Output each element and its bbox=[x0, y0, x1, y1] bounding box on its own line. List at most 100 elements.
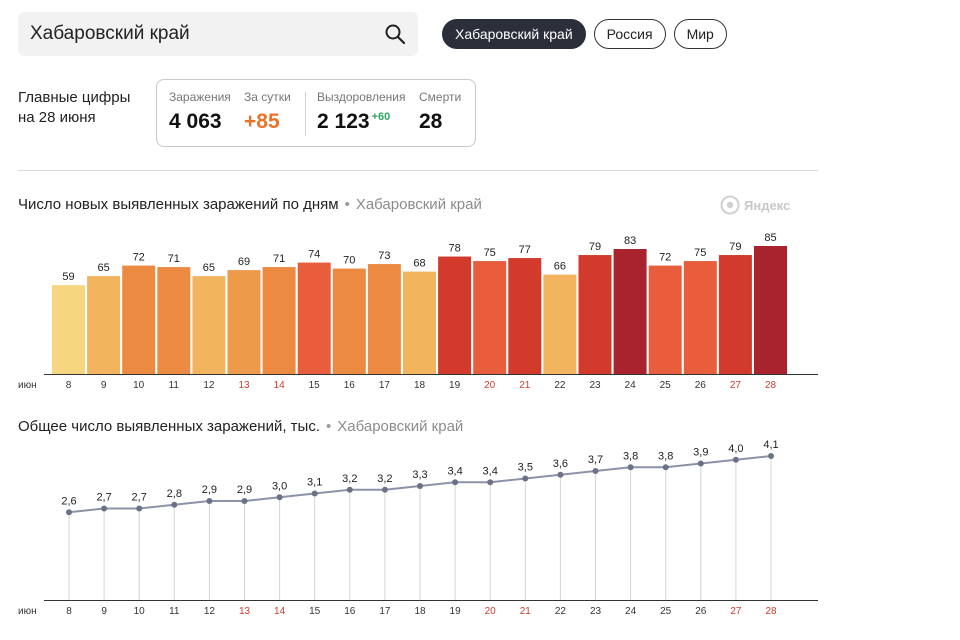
stat-infected: Заражения 4 063 bbox=[169, 90, 231, 134]
bar-value-label: 78 bbox=[448, 243, 460, 255]
x-tick-label: 28 bbox=[765, 606, 777, 617]
summary-title-line1: Главные цифры bbox=[18, 89, 131, 106]
bar-chart-title-text: Число новых выявленных заражений по дням bbox=[18, 196, 339, 213]
x-tick-label: 20 bbox=[485, 606, 497, 617]
x-tick-label: 27 bbox=[730, 380, 742, 391]
bar bbox=[297, 262, 331, 374]
x-tick-label: 11 bbox=[169, 380, 180, 391]
x-tick-label: 16 bbox=[344, 380, 356, 391]
x-tick-label: 21 bbox=[520, 606, 532, 617]
yandex-logo-icon bbox=[720, 195, 740, 215]
point-value-label: 3,6 bbox=[553, 458, 568, 470]
data-point bbox=[732, 456, 739, 463]
x-tick-label: 17 bbox=[379, 606, 391, 617]
x-tick-label: 25 bbox=[660, 606, 672, 617]
x-tick-label: 8 bbox=[66, 380, 72, 391]
bar bbox=[157, 267, 191, 374]
day-label: За сутки bbox=[244, 90, 291, 104]
point-value-label: 3,4 bbox=[483, 465, 498, 477]
stats-divider bbox=[305, 92, 306, 136]
data-point bbox=[662, 464, 669, 471]
line-chart: 2,6 8 2,7 9 2,7 10 2,8 11 2,9 12 2,9 13 3,0 14 3,1 15 3,… bbox=[18, 439, 818, 617]
bar bbox=[87, 276, 121, 374]
x-tick-label: 23 bbox=[590, 606, 602, 617]
line-chart-region: Хабаровский край bbox=[337, 418, 464, 435]
x-tick-label: 16 bbox=[344, 606, 356, 617]
data-point bbox=[417, 483, 423, 489]
stat-day: За сутки +85 bbox=[244, 90, 291, 134]
bar-value-label: 66 bbox=[554, 261, 566, 273]
x-tick-label: 10 bbox=[134, 606, 146, 617]
bar-chart-region: Хабаровский край bbox=[355, 196, 482, 213]
bar bbox=[578, 255, 612, 374]
point-value-label: 2,9 bbox=[202, 484, 217, 496]
point-value-label: 2,6 bbox=[61, 495, 76, 507]
day-value: +85 bbox=[244, 110, 280, 133]
x-tick-label: 18 bbox=[414, 380, 426, 391]
bar-value-label: 69 bbox=[238, 256, 250, 268]
point-value-label: 4,1 bbox=[763, 439, 778, 451]
section-divider bbox=[18, 170, 818, 171]
tab-russia[interactable]: Россия bbox=[593, 19, 666, 49]
deaths-value: 28 bbox=[419, 110, 443, 133]
summary-title-line2: на 28 июня bbox=[18, 109, 96, 126]
bar bbox=[122, 265, 156, 374]
point-value-label: 3,2 bbox=[377, 473, 392, 485]
bar bbox=[192, 276, 226, 374]
bar bbox=[403, 271, 436, 374]
bar bbox=[52, 285, 85, 374]
title-separator: • bbox=[326, 418, 332, 435]
data-point bbox=[768, 453, 774, 459]
bar-value-label: 75 bbox=[694, 247, 706, 259]
point-value-label: 3,9 bbox=[693, 447, 708, 459]
bar bbox=[332, 268, 366, 374]
recovered-value-row: 2 123 +60 bbox=[317, 110, 406, 134]
point-value-label: 3,0 bbox=[272, 480, 287, 492]
data-point bbox=[101, 505, 108, 512]
x-tick-label: 11 bbox=[169, 606, 180, 617]
bar-value-label: 77 bbox=[519, 244, 531, 256]
line-chart-title-text: Общее число выявленных заражений, тыс. bbox=[18, 418, 320, 435]
x-tick-label: 12 bbox=[203, 380, 215, 391]
x-tick-label: 22 bbox=[555, 606, 567, 617]
data-point bbox=[171, 501, 178, 508]
bar-value-label: 72 bbox=[659, 252, 671, 264]
data-point bbox=[206, 498, 213, 504]
point-value-label: 3,3 bbox=[412, 469, 427, 481]
x-tick-label: 13 bbox=[239, 606, 251, 617]
month-label: июн bbox=[18, 380, 37, 391]
bar bbox=[648, 265, 682, 374]
infected-value: 4 063 bbox=[169, 110, 222, 133]
recovered-label: Выздоровления bbox=[317, 90, 406, 104]
point-value-label: 2,7 bbox=[96, 492, 111, 504]
search-input[interactable]: Хабаровский край bbox=[30, 23, 190, 44]
bar-value-label: 68 bbox=[413, 258, 425, 270]
x-tick-label: 19 bbox=[450, 606, 462, 617]
bar bbox=[613, 249, 647, 374]
stats-card: Заражения 4 063 За сутки +85 Выздоровлен… bbox=[156, 79, 476, 147]
x-tick-label: 26 bbox=[695, 380, 707, 391]
month-label: июн bbox=[18, 606, 37, 617]
point-value-label: 3,4 bbox=[447, 465, 462, 477]
x-tick-label: 25 bbox=[660, 380, 672, 391]
bar bbox=[543, 274, 577, 374]
bar-chart: 59 8 65 9 72 10 71 11 65 12 69 13 71 14 74 15 70 16 73 17 68… bbox=[18, 232, 818, 391]
tab-world[interactable]: Мир bbox=[673, 19, 727, 49]
point-value-label: 4,0 bbox=[728, 443, 743, 455]
line-chart-title: Общее число выявленных заражений, тыс. • Х… bbox=[18, 418, 463, 435]
x-tick-label: 15 bbox=[309, 606, 321, 617]
data-point bbox=[241, 498, 248, 504]
x-tick-label: 24 bbox=[625, 606, 637, 617]
point-value-label: 2,9 bbox=[237, 484, 252, 496]
data-point bbox=[346, 486, 353, 493]
bar bbox=[683, 261, 717, 374]
point-value-label: 3,2 bbox=[342, 473, 357, 485]
x-tick-label: 9 bbox=[101, 380, 107, 391]
tab-khabarovsk[interactable]: Хабаровский край bbox=[442, 19, 586, 49]
point-value-label: 2,7 bbox=[132, 492, 147, 504]
x-tick-label: 27 bbox=[730, 606, 742, 617]
search-icon[interactable] bbox=[384, 23, 406, 45]
bar-chart-title: Число новых выявленных заражений по дням… bbox=[18, 196, 482, 213]
point-value-label: 3,1 bbox=[307, 477, 322, 489]
search-box[interactable]: Хабаровский край bbox=[18, 12, 418, 56]
